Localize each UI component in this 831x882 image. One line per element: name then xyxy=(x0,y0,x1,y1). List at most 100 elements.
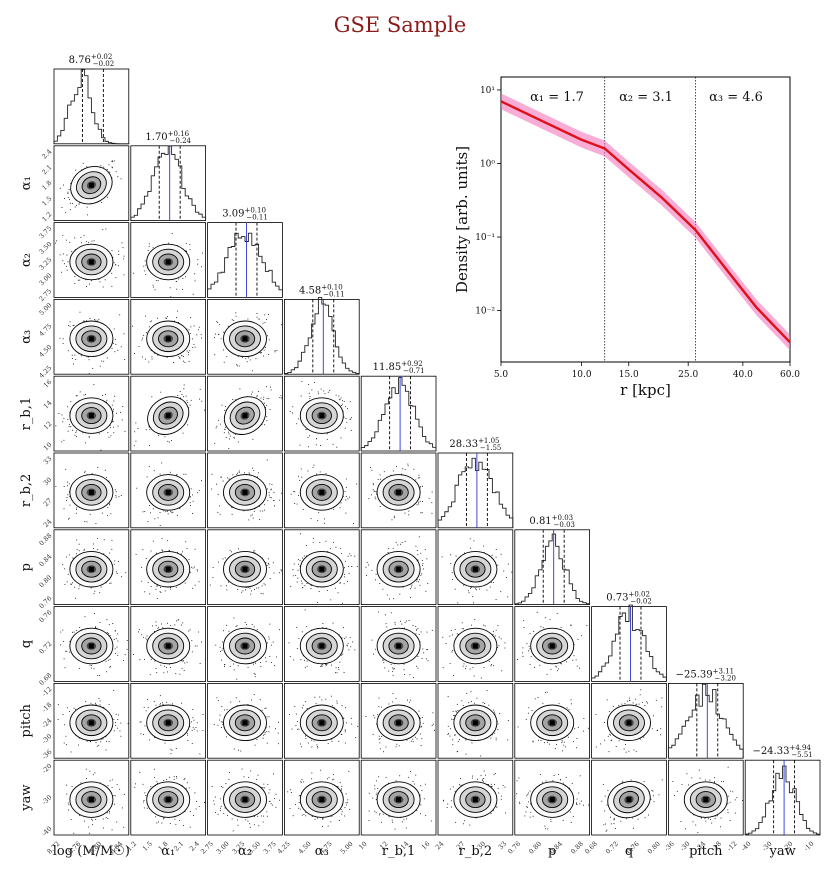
median-density-line xyxy=(500,100,791,344)
median-label-p: 0.81+0.03 −0.03 xyxy=(529,514,575,529)
hist-yaw: −24.33+4.94 −5.51-40 -30 -20 -10 xyxy=(740,744,821,853)
scatter-yaw-vs-rb1: 10 12 14 16 xyxy=(357,759,437,852)
scatter-p-vs-rb2 xyxy=(437,529,514,605)
xtick-label: 10 xyxy=(357,840,369,852)
scatter-yaw-vs-p: 0.76 0.80 0.84 0.88 xyxy=(506,759,590,856)
scatter-rb2-vs-rb1 xyxy=(360,452,437,529)
ytick-label: 3.25 xyxy=(38,256,54,272)
xtick-label: -10 xyxy=(802,840,815,853)
scatter-pitch-vs-p xyxy=(514,683,590,759)
xtick-label: 3.00 xyxy=(215,840,231,856)
ylabel-a2: α₂ xyxy=(19,253,34,267)
hist-p: 0.81+0.03 −0.03 xyxy=(514,514,591,605)
scatter-pitch-vs-a1 xyxy=(130,683,207,759)
density-xtick: 5.0 xyxy=(494,370,509,380)
slope-annotation: α₂ = 3.1 xyxy=(619,90,673,105)
ytick-label: 1.2 xyxy=(40,210,53,223)
scatter-pitch-vs-rb1 xyxy=(360,683,437,759)
slope-annotation: α₁ = 1.7 xyxy=(530,90,584,105)
scatter-rb2-vs-logM: 33 30 27 24 xyxy=(42,452,130,530)
median-label-a3: 4.58+0.10 −0.11 xyxy=(299,283,345,298)
xtick-label: 0.88 xyxy=(569,840,585,856)
hist-a2: 3.09+0.10 −0.11 xyxy=(207,207,283,298)
scatter-a3-vs-logM: 5.00 4.75 4.50 4.25 xyxy=(38,298,130,380)
ytick-label: -30 xyxy=(40,732,53,745)
ytick-label: 33 xyxy=(42,455,54,467)
ytick-label: -30 xyxy=(40,793,53,806)
ytick-label: 3.75 xyxy=(38,224,54,240)
scatter-yaw-vs-a1: 1.2 1.5 1.8 2.1 2.4 xyxy=(125,759,207,853)
ytick-label: 2.4 xyxy=(40,148,53,161)
ytick-label: 12 xyxy=(42,420,54,432)
ylabel-yaw: yaw xyxy=(19,784,34,811)
median-label-q: 0.73+0.02 −0.02 xyxy=(606,591,652,606)
ytick-label: 2.75 xyxy=(38,287,54,303)
scatter-yaw-vs-rb2: 24 27 30 33 xyxy=(434,759,514,852)
scatter-a1-vs-logM: 2.4 2.1 1.8 1.5 1.2 xyxy=(40,145,130,223)
ytick-label: 4.75 xyxy=(38,322,54,338)
ylabel-q: q xyxy=(19,640,34,648)
ytick-label: 4.50 xyxy=(38,343,54,359)
scatter-q-vs-logM: 0.76 0.72 0.68 xyxy=(38,606,130,687)
xlabel-rb1: r_b,1 xyxy=(382,844,415,859)
scatter-q-vs-a3 xyxy=(283,606,360,682)
xtick-label: 27 xyxy=(455,840,467,852)
xtick-label: 0.72 xyxy=(604,840,620,856)
scatter-yaw-vs-a3: 4.25 4.50 4.75 5.00 xyxy=(276,759,360,856)
scatter-rb1-vs-a1 xyxy=(130,375,207,452)
ylabel-pitch: pitch xyxy=(19,703,34,737)
ytick-label: 24 xyxy=(42,518,54,530)
xlabel-pitch: pitch xyxy=(689,844,723,859)
scatter-q-vs-a1 xyxy=(130,606,207,682)
scatter-p-vs-a1 xyxy=(130,529,207,605)
median-label-rb1: 11.85+0.92 −0.71 xyxy=(373,360,425,375)
xlabel-a2: α₂ xyxy=(238,844,252,859)
scatter-pitch-vs-logM: -12-18-24-30-36 xyxy=(40,683,130,761)
xtick-label: -12 xyxy=(726,840,739,853)
scatter-rb1-vs-logM: 16 14 12 10 xyxy=(42,375,130,452)
scatter-q-vs-rb1 xyxy=(360,606,437,682)
ytick-label: 1.5 xyxy=(40,195,53,208)
xtick-label: 5.00 xyxy=(339,840,355,856)
scatter-rb2-vs-a3 xyxy=(283,452,360,529)
density-ytick: 10⁻¹ xyxy=(475,233,495,243)
xtick-label: 16 xyxy=(420,840,432,852)
scatter-pitch-vs-rb2 xyxy=(437,683,514,759)
xtick-label: 3.75 xyxy=(262,840,278,856)
scatter-pitch-vs-q xyxy=(591,683,667,759)
scatter-p-vs-rb1 xyxy=(360,529,437,605)
density-xtick: 60.0 xyxy=(780,370,800,380)
ytick-label: 3.00 xyxy=(38,271,54,287)
xlabel-a1: α₁ xyxy=(161,844,175,859)
slope-annotation: α₃ = 4.6 xyxy=(709,90,763,105)
xtick-label: 0.80 xyxy=(527,840,543,856)
xtick-label: 14 xyxy=(399,840,411,852)
median-label-a1: 1.70+0.16 −0.24 xyxy=(145,130,191,145)
ylabel-rb1: r_b,1 xyxy=(19,397,34,430)
scatter-yaw-vs-logM: 8.72 8.76 8.80 8.84-20-30-40 xyxy=(40,759,130,856)
median-label-rb2: 28.33+1.05 −1.55 xyxy=(449,437,501,452)
scatter-a3-vs-a2 xyxy=(207,298,283,375)
hist-pitch: −25.39+3.11 −3.20 xyxy=(667,667,744,759)
median-label-yaw: −24.33+4.94 −5.51 xyxy=(752,744,812,759)
scatter-yaw-vs-pitch: -36 -30 -24 -18 -12 xyxy=(663,759,744,853)
scatter-a2-vs-logM: 3.753.503.253.002.75 xyxy=(38,222,130,303)
density-ytick: 10⁰ xyxy=(480,159,495,169)
ytick-label: 5.00 xyxy=(38,301,54,317)
density-ytick: 10⁻² xyxy=(475,307,495,317)
ytick-label: -40 xyxy=(40,825,53,838)
xtick-label: 30 xyxy=(476,840,488,852)
ytick-label: 0.80 xyxy=(38,573,54,589)
xtick-label: 0.76 xyxy=(506,840,522,856)
ytick-label: 0.68 xyxy=(38,671,54,687)
scatter-pitch-vs-a3 xyxy=(283,683,360,759)
ytick-label: 0.76 xyxy=(38,608,54,624)
xlabel-logM: log (M/M☉) xyxy=(53,844,130,859)
uncertainty-band xyxy=(501,93,790,351)
ytick-label: 30 xyxy=(42,476,54,488)
ytick-label: -18 xyxy=(40,701,53,714)
ylabel-a3: α₃ xyxy=(19,330,34,344)
xtick-label: -36 xyxy=(663,840,676,853)
scatter-rb2-vs-a1 xyxy=(130,452,207,529)
